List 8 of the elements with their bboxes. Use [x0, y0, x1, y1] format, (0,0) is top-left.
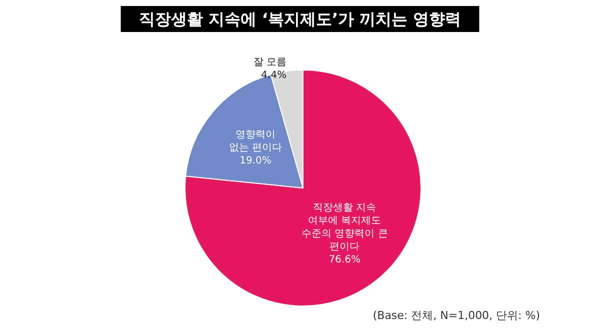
data-label: 19.0% [240, 156, 272, 167]
data-label: 76.6% [328, 254, 360, 266]
text: (Base: 전체, N=1,000, 단위: %) [372, 309, 540, 322]
slice-label: 영향력이 없는 편이다 [228, 130, 282, 154]
chart-title: 직장생활 지속에 ‘복지제도’가 끼치는 영향력 [138, 10, 462, 28]
slice-label: 직장생활 지속 여부에 복지제도 수준의 영향력이 큰 편이다 [301, 202, 388, 252]
slice-label: 잘 모름 [253, 57, 286, 68]
data-label: 4.4% [261, 70, 286, 82]
